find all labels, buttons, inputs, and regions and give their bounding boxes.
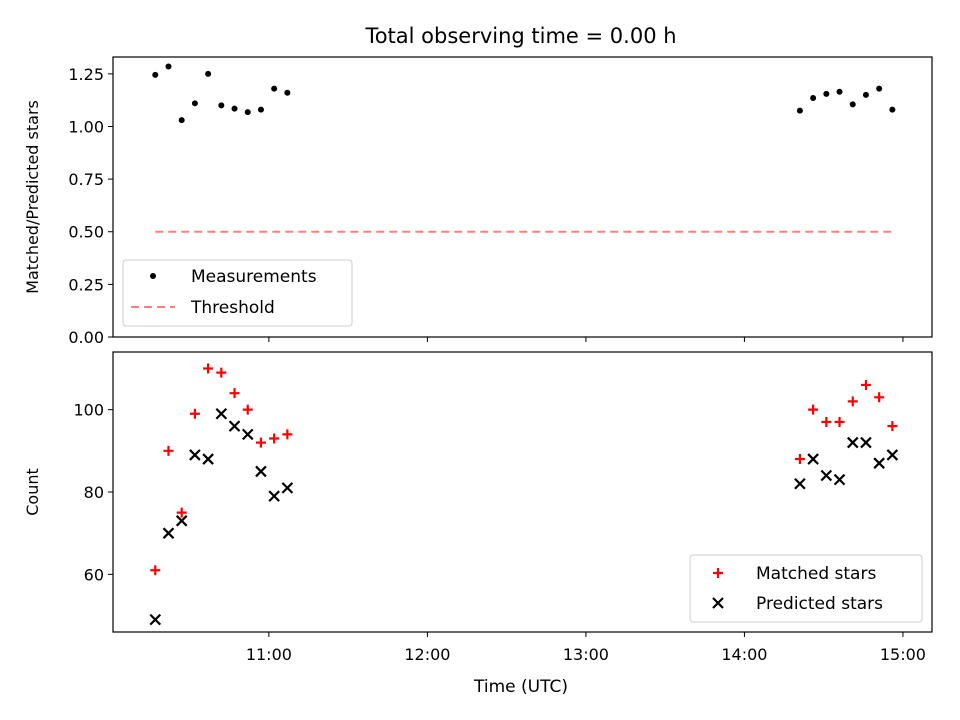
x-axis-label: Time (UTC)	[473, 677, 568, 697]
measurement-point	[244, 109, 251, 116]
predicted-star-point	[820, 469, 833, 482]
top-y-tick-label: 1.25	[68, 65, 104, 84]
measurement-point	[271, 85, 278, 92]
matched-star-point	[874, 392, 885, 403]
predicted-star-point	[886, 449, 899, 461]
legend-matched-marker	[713, 568, 723, 578]
bottom-y-axis-label: Count	[23, 468, 42, 516]
legend-threshold-label: Threshold	[190, 298, 275, 318]
top-y-tick-label: 0.00	[68, 328, 104, 347]
bottom-panel: 60 80 100 11:00 12:00 13:00 14:00 15:00 Count Mat…	[23, 351, 933, 664]
predicted-star-point	[268, 490, 280, 502]
matched-star-point	[269, 433, 280, 444]
measurement-point	[284, 89, 291, 96]
matched-star-point	[203, 363, 214, 374]
measurement-point	[218, 102, 225, 109]
legend-matched-label: Matched stars	[756, 564, 876, 584]
matched-star-point	[847, 396, 858, 407]
predicted-star-point	[149, 613, 162, 626]
bottom-x-tick-label: 12:00	[404, 645, 450, 664]
top-y-axis-label: Matched/Predicted stars	[23, 100, 42, 294]
measurement-point	[862, 91, 869, 98]
predicted-star-point	[846, 436, 859, 449]
measurement-point	[836, 88, 843, 95]
predicted-star-point	[873, 457, 885, 469]
matched-star-point	[242, 404, 253, 415]
bottom-legend-box	[689, 554, 923, 623]
matched-star-point	[282, 429, 293, 440]
matched-star-point	[808, 404, 819, 415]
measurement-point	[165, 63, 172, 70]
predicted-star-point	[175, 515, 188, 527]
top-y-tick-label: 0.25	[68, 275, 104, 294]
predicted-star-point	[794, 477, 806, 490]
bottom-y-tick-label: 80	[84, 483, 104, 502]
measurement-point	[178, 117, 185, 124]
matched-star-point	[834, 417, 845, 427]
matched-star-point	[860, 379, 871, 390]
predicted-star-point	[189, 449, 201, 461]
bottom-y-tick-label: 60	[84, 565, 104, 584]
measurement-point	[257, 106, 264, 113]
measurement-point	[889, 106, 896, 113]
bottom-axes-frame	[112, 351, 933, 633]
predicted-star-point	[807, 453, 819, 465]
predicted-star-point	[162, 527, 175, 539]
top-y-tick-label: 0.75	[68, 170, 104, 189]
bottom-x-tick-label: 13:00	[563, 645, 609, 664]
top-legend-box	[122, 259, 353, 327]
predicted-star-point	[860, 436, 872, 449]
predicted-star-point	[833, 473, 846, 486]
predicted-star-point	[228, 420, 241, 432]
measurement-point	[876, 85, 883, 92]
measurement-point	[849, 101, 856, 108]
measurement-point	[191, 100, 198, 107]
legend-predicted-marker	[712, 597, 724, 609]
matched-star-point	[150, 565, 161, 576]
predicted-star-point	[281, 482, 294, 494]
measurement-point	[823, 90, 830, 97]
predicted-star-point	[202, 453, 214, 465]
measurement-point	[152, 71, 159, 78]
predicted-star-point	[241, 428, 254, 441]
measurement-point	[810, 95, 817, 102]
figure-title: Total observing time = 0.00 h	[364, 24, 676, 48]
matched-star-point	[216, 367, 227, 378]
bottom-y-tick-label: 100	[73, 401, 104, 420]
predicted-star-point	[255, 465, 267, 478]
bottom-legend: Matched stars Predicted stars	[689, 554, 923, 623]
measurement-point	[231, 105, 238, 112]
matched-star-point	[229, 388, 240, 399]
measurement-point	[205, 70, 212, 77]
top-panel: 0.00 0.25 0.50 0.75 1.00 1.25 Matched/Predicte…	[23, 56, 933, 347]
predicted-star-point	[215, 407, 228, 420]
legend-measurements-marker	[150, 273, 156, 279]
matched-star-point	[176, 507, 187, 518]
bottom-x-tick-label: 14:00	[721, 645, 767, 664]
top-y-tick-label: 0.50	[68, 223, 104, 242]
matched-star-point	[163, 445, 174, 456]
top-y-tick-label: 1.00	[68, 117, 104, 136]
top-legend: Measurements Threshold	[122, 259, 353, 327]
legend-measurements-label: Measurements	[191, 267, 317, 287]
measurement-point	[796, 107, 803, 114]
top-axes-frame	[112, 56, 933, 338]
bottom-x-tick-label: 15:00	[880, 645, 926, 664]
bottom-x-tick-label: 11:00	[246, 645, 292, 664]
matched-star-point	[794, 454, 805, 465]
legend-predicted-label: Predicted stars	[756, 594, 883, 614]
matched-star-point	[821, 417, 832, 427]
matched-star-point	[887, 421, 898, 432]
matched-star-point	[255, 437, 266, 448]
matched-star-point	[189, 408, 200, 419]
